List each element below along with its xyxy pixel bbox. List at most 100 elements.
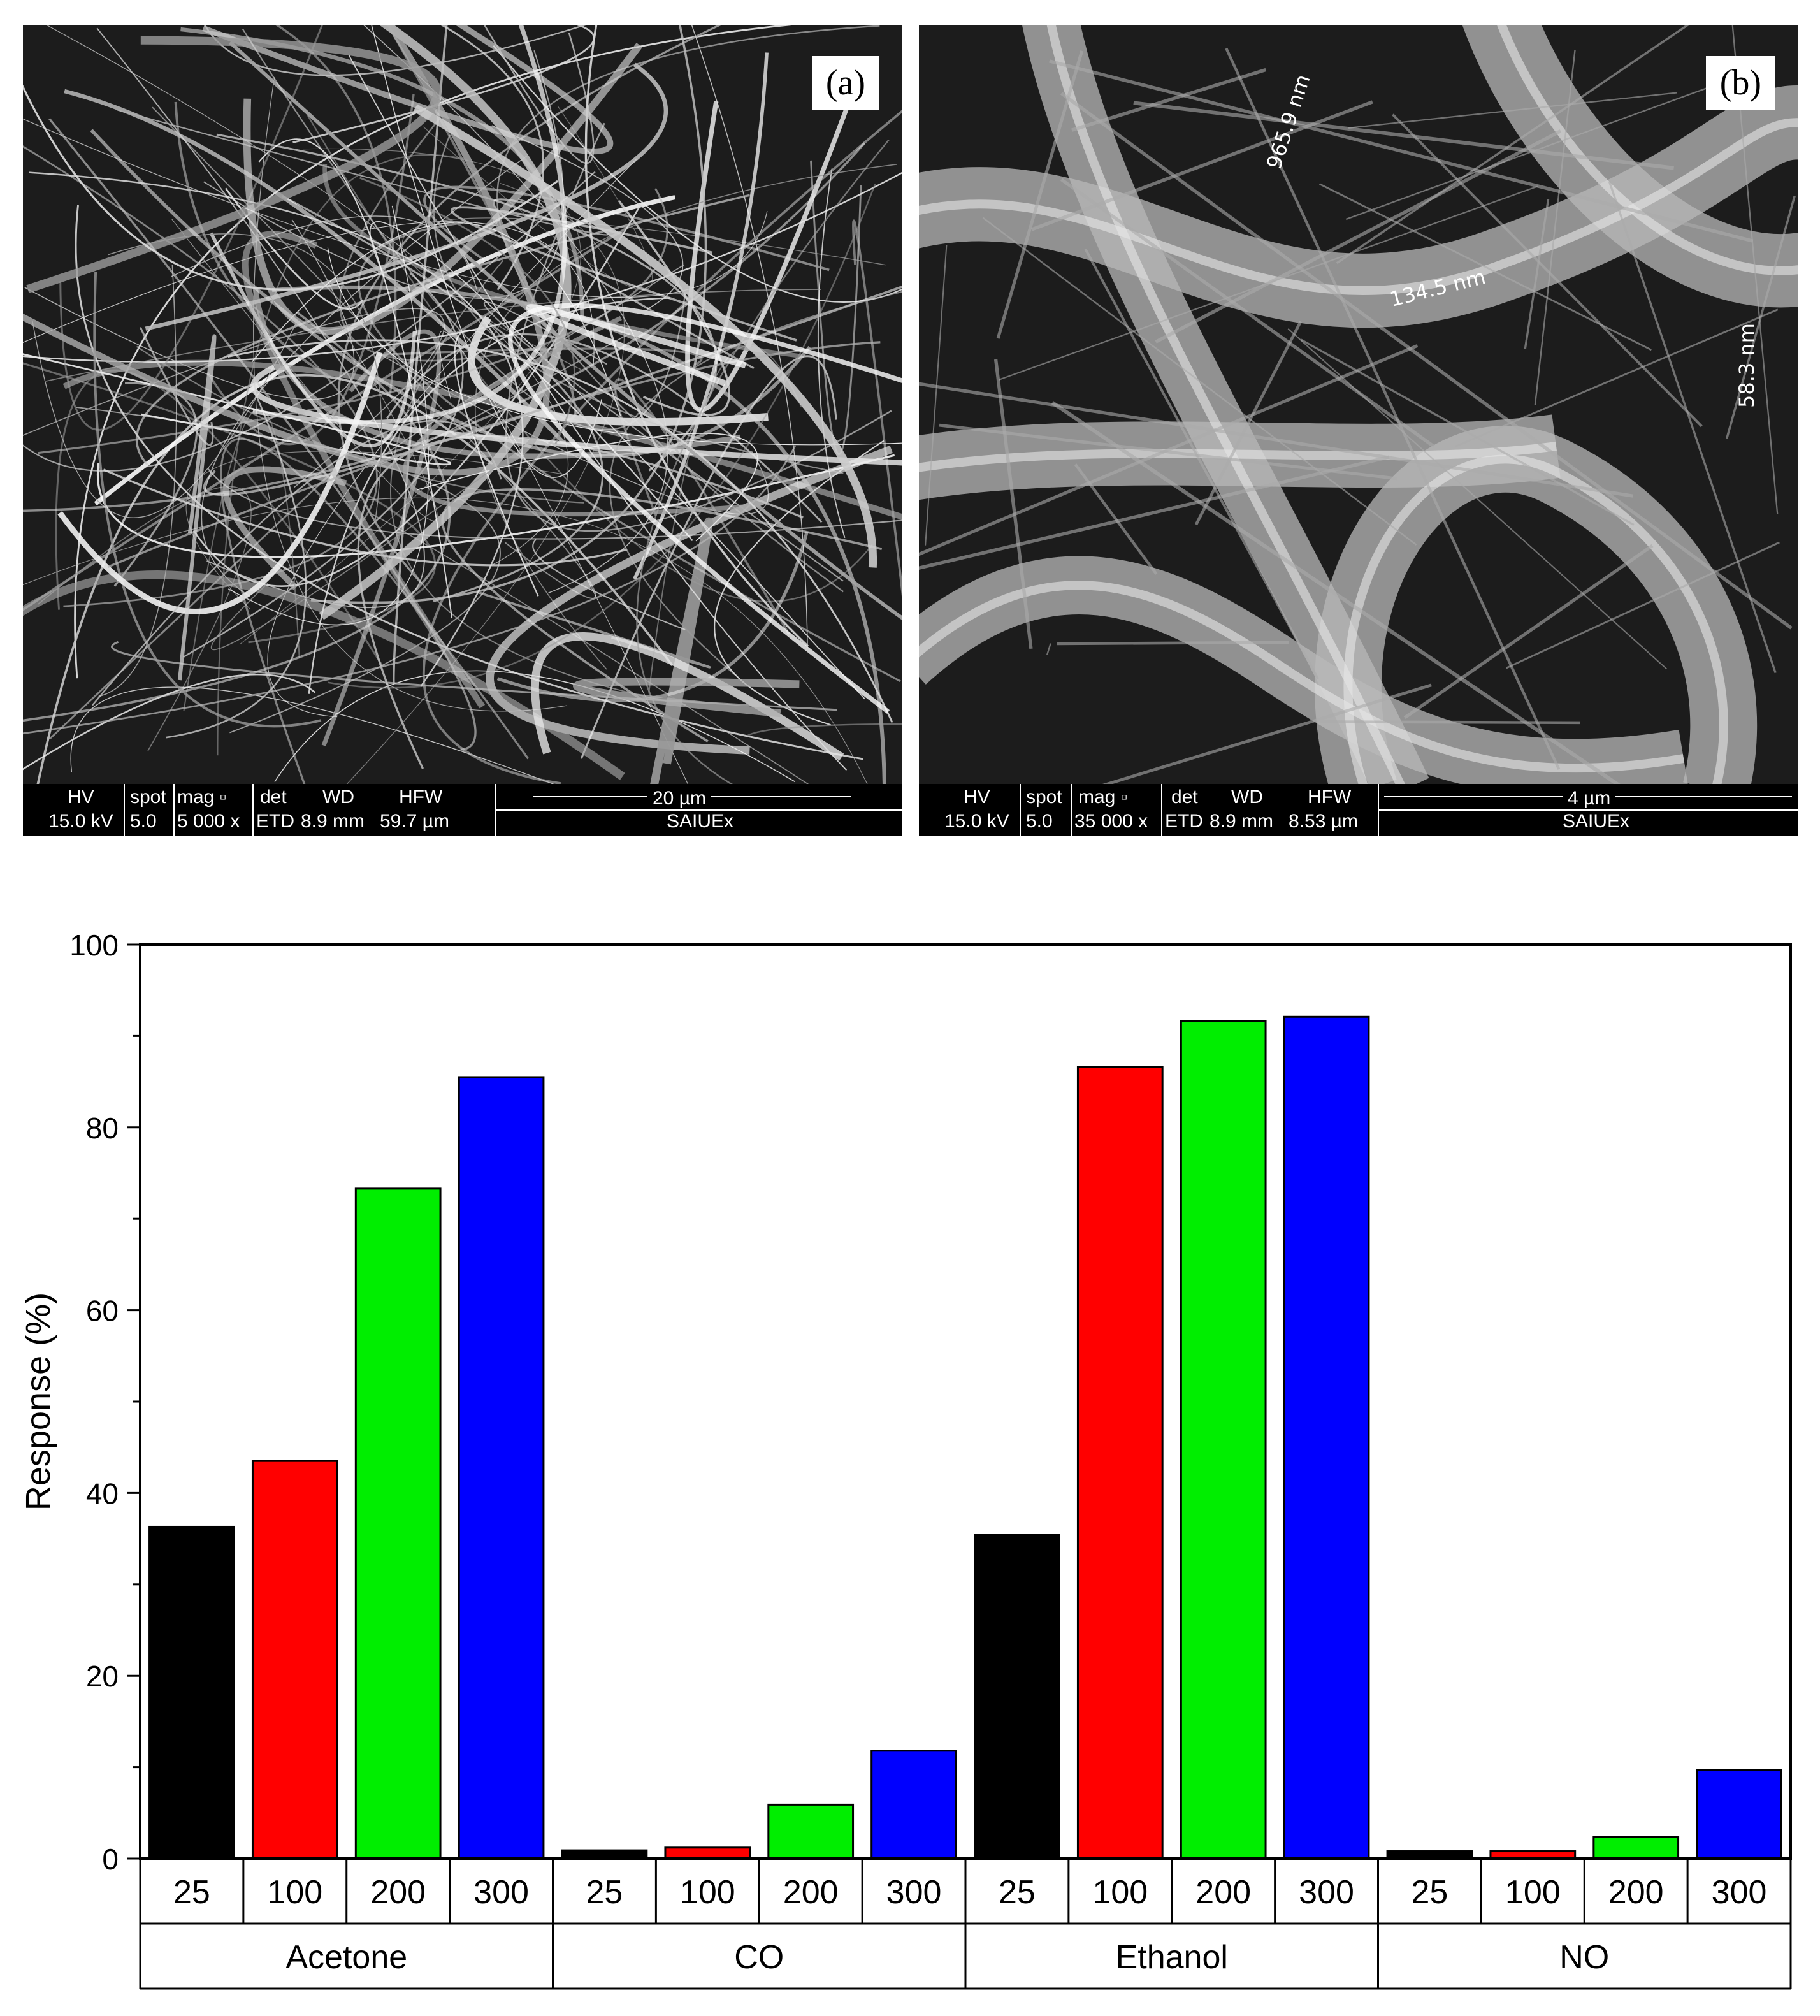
fiber: [357, 435, 804, 769]
fiber: [177, 334, 217, 681]
fiber: [49, 470, 334, 740]
sem-fiber-network-a: [23, 25, 902, 784]
fiber: [220, 437, 530, 784]
fiber: [423, 185, 830, 272]
thin-fiber: [1051, 401, 1621, 784]
thin-fiber: [1534, 50, 1576, 405]
fiber: [271, 285, 886, 784]
fiber: [308, 297, 670, 694]
fiber: [23, 311, 451, 722]
fiber: [217, 154, 468, 756]
databar-divider: [1378, 809, 1798, 811]
fiber: [23, 142, 866, 512]
bar-acetone-200: [354, 1187, 442, 1860]
y-tick-label: 100: [69, 929, 119, 962]
databar-value-spot: 5.0: [1026, 811, 1053, 832]
thin-fiber: [1300, 338, 1635, 526]
bar-ethanol-25: [974, 1534, 1060, 1860]
fiber: [174, 101, 333, 379]
x-group-label: Ethanol: [1116, 1939, 1228, 1976]
fiber: [70, 686, 554, 784]
thin-fiber: [939, 423, 1398, 481]
databar-separator: [252, 784, 254, 836]
databar-value-det: ETD: [1165, 811, 1203, 832]
fiber: [371, 25, 602, 478]
x-group-label: CO: [734, 1939, 784, 1976]
fiber: [274, 670, 795, 783]
fiber: [59, 25, 323, 431]
fiber: [166, 389, 307, 739]
thin-fiber: [1084, 248, 1319, 680]
fiber: [526, 304, 747, 386]
fiber: [337, 25, 721, 584]
thin-fiber: [1345, 67, 1764, 221]
bar-no-300: [1696, 1769, 1782, 1860]
databar-value-hv: 15.0 kV: [944, 811, 1009, 832]
scale-bar-label-a: 20 µm: [647, 788, 711, 809]
fiber: [636, 139, 890, 784]
fiber: [319, 25, 572, 620]
fiber: [222, 466, 347, 590]
thin-fiber: [1319, 183, 1652, 351]
databar-separator: [173, 784, 175, 836]
bar-ethanol-100: [1076, 1066, 1164, 1860]
bar-acetone-100: [251, 1460, 338, 1860]
fiber: [98, 265, 177, 697]
fiber: [252, 25, 567, 425]
fiber: [227, 339, 893, 723]
x-category-label: 300: [886, 1874, 942, 1911]
fiber: [475, 164, 897, 670]
x-category-label: 100: [680, 1874, 735, 1911]
databar-header-spot: spot: [1026, 787, 1062, 808]
fiber: [185, 451, 568, 609]
fiber: [23, 673, 316, 771]
fiber: [57, 351, 383, 614]
x-category-label: 100: [267, 1874, 322, 1911]
databar-header-mag: mag ▫: [1078, 787, 1128, 808]
fiber: [152, 106, 596, 599]
fiber: [38, 188, 668, 454]
fiber: [479, 591, 711, 669]
fiber: [117, 109, 610, 236]
fiber: [573, 678, 800, 718]
sem-image-panel-b: 965.9 nm 134.5 nm 58.3 nm (b) HV spot ma…: [919, 25, 1798, 836]
thin-fiber: [1102, 683, 1432, 784]
x-category-label: 300: [1299, 1874, 1354, 1911]
fiber: [403, 315, 745, 517]
thin-fiber: [919, 344, 1419, 556]
fiber: [580, 355, 837, 759]
fiber: [328, 184, 876, 689]
databar-separator: [1071, 784, 1072, 836]
fiber: [23, 308, 445, 488]
databar-header-det: det: [260, 787, 287, 808]
fiber: [648, 345, 802, 694]
databar-separator: [1161, 784, 1162, 836]
bar-co-300: [870, 1750, 957, 1860]
ribbon-edge: [919, 442, 1557, 472]
ribbon-edge: [1343, 454, 1728, 784]
thin-fiber: [1505, 541, 1780, 669]
x-category-label: 25: [999, 1874, 1036, 1911]
fiber: [23, 118, 768, 298]
fiber: [508, 303, 902, 714]
thin-fiber: [1057, 641, 1289, 646]
bar-ethanol-300: [1283, 1015, 1370, 1860]
thin-fiber: [1071, 68, 1267, 132]
bar-group: [148, 1015, 1782, 1860]
fiber: [369, 221, 865, 700]
fiber: [614, 378, 790, 635]
x-category-label: 100: [1505, 1874, 1561, 1911]
thin-fiber: [1608, 181, 1777, 674]
fiber: [92, 419, 502, 706]
bar-co-200: [767, 1803, 855, 1860]
fiber: [496, 25, 880, 593]
y-axis: 0 20 40 60 80 100: [69, 929, 140, 1876]
thin-fiber: [1336, 25, 1689, 265]
x-category-label: 25: [173, 1874, 210, 1911]
fiber: [24, 219, 355, 400]
databar-value-wd: 8.9 mm: [1210, 811, 1274, 832]
fiber: [55, 369, 384, 668]
databar-value-mag: 35 000 x: [1074, 811, 1148, 832]
fiber: [467, 315, 769, 426]
fiber: [321, 329, 442, 746]
